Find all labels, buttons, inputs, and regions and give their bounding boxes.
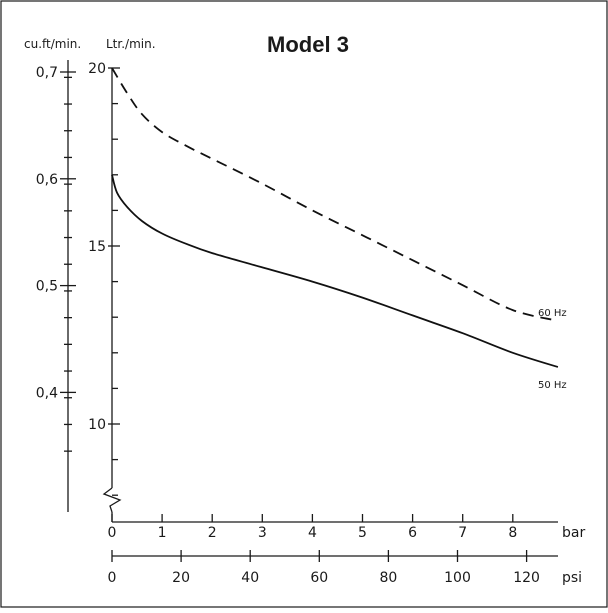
cuft-tick-label: 0,4 <box>36 385 58 401</box>
chart-title: Model 3 <box>267 32 349 57</box>
bar-tick-label: 7 <box>458 525 467 541</box>
series-line-60hz <box>111 67 559 322</box>
psi-ticks: 0 20 40 60 80 100 120 <box>108 550 540 586</box>
psi-tick-label: 60 <box>310 570 328 586</box>
bar-tick-label: 1 <box>158 525 167 541</box>
ltr-tick-label: 20 <box>88 61 106 77</box>
bar-tick-label: 4 <box>308 525 317 541</box>
cuft-tick-label: 0,6 <box>36 172 58 188</box>
psi-tick-label: 100 <box>444 570 471 586</box>
cuft-major-ticks: 0,7 0,6 0,5 0,4 <box>36 65 76 401</box>
left-axis-unit: cu.ft/min. <box>24 37 81 51</box>
ltr-tick-label: 15 <box>88 239 106 255</box>
cuft-minor-ticks <box>64 76 72 452</box>
ltr-tick-label: 10 <box>88 417 106 433</box>
bar-ticks: 0 1 2 3 4 5 6 7 8 <box>108 514 517 541</box>
bar-tick-label: 3 <box>258 525 267 541</box>
ltr-axis-break <box>102 487 122 513</box>
psi-tick-label: 20 <box>172 570 190 586</box>
bar-tick-label: 8 <box>508 525 517 541</box>
series-label-60hz: 60 Hz <box>538 308 567 319</box>
series-label-50hz: 50 Hz <box>538 380 567 391</box>
cuft-tick-label: 0,7 <box>36 65 58 81</box>
ltr-minor-ticks <box>112 102 118 496</box>
bar-tick-label: 6 <box>408 525 417 541</box>
series-curves <box>111 67 559 368</box>
psi-tick-label: 40 <box>241 570 259 586</box>
psi-tick-label: 120 <box>513 570 540 586</box>
bar-tick-label: 5 <box>358 525 367 541</box>
cuft-tick-label: 0,5 <box>36 279 58 295</box>
psi-tick-label: 80 <box>379 570 397 586</box>
bar-tick-label: 2 <box>208 525 217 541</box>
ltr-major-ticks: 20 15 10 <box>88 61 120 433</box>
psi-tick-label: 0 <box>108 570 117 586</box>
series-line-50hz <box>111 174 559 368</box>
right-axis-unit: Ltr./min. <box>106 37 156 51</box>
bar-tick-label: 0 <box>108 525 117 541</box>
bar-unit: bar <box>562 525 585 541</box>
psi-unit: psi <box>562 570 582 586</box>
